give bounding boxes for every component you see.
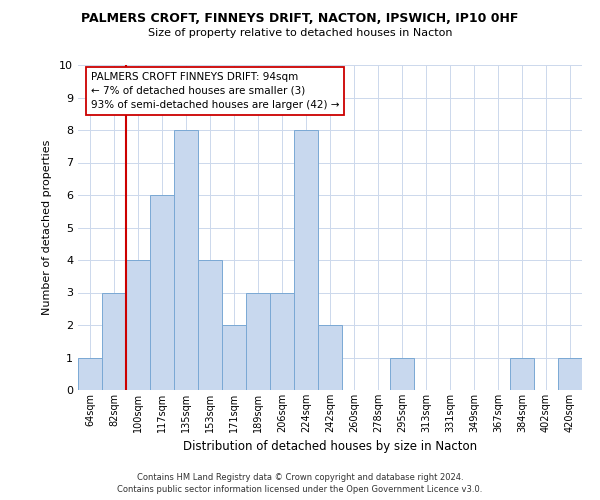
Bar [510, 358, 534, 390]
Bar [102, 292, 126, 390]
Text: PALMERS CROFT, FINNEYS DRIFT, NACTON, IPSWICH, IP10 0HF: PALMERS CROFT, FINNEYS DRIFT, NACTON, IP… [82, 12, 518, 26]
Bar [246, 292, 270, 390]
Bar [318, 325, 342, 390]
X-axis label: Distribution of detached houses by size in Nacton: Distribution of detached houses by size … [183, 440, 477, 454]
Bar [294, 130, 318, 390]
Text: PALMERS CROFT FINNEYS DRIFT: 94sqm
← 7% of detached houses are smaller (3)
93% o: PALMERS CROFT FINNEYS DRIFT: 94sqm ← 7% … [91, 72, 339, 110]
Bar [126, 260, 150, 390]
Bar [198, 260, 222, 390]
Bar [174, 130, 198, 390]
Bar [78, 358, 102, 390]
Bar [558, 358, 582, 390]
Text: Size of property relative to detached houses in Nacton: Size of property relative to detached ho… [148, 28, 452, 38]
Bar [222, 325, 246, 390]
Bar [150, 195, 174, 390]
Bar [390, 358, 414, 390]
Bar [270, 292, 294, 390]
Y-axis label: Number of detached properties: Number of detached properties [42, 140, 52, 315]
Text: Contains HM Land Registry data © Crown copyright and database right 2024.
Contai: Contains HM Land Registry data © Crown c… [118, 472, 482, 494]
